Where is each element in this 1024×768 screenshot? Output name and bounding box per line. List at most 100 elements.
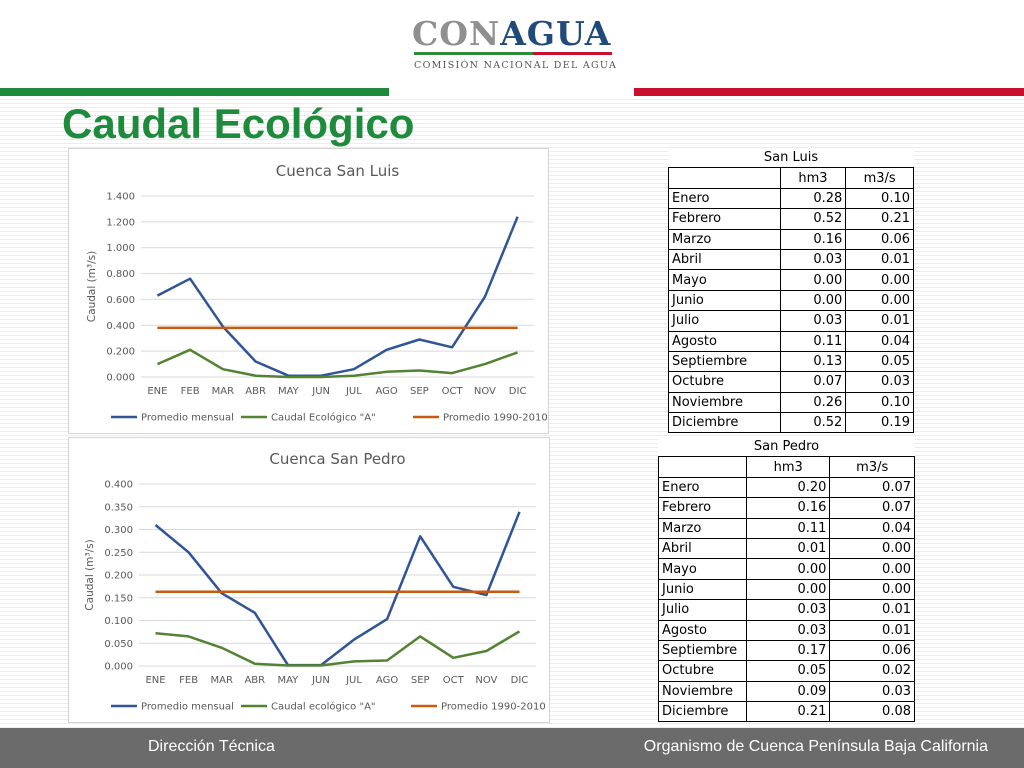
value-cell: 0.10: [845, 187, 914, 210]
month-cell: Septiembre: [668, 350, 781, 373]
month-cell: Octubre: [668, 371, 781, 393]
y-tick-label: 0.400: [104, 480, 133, 491]
value-cell: 0.07: [829, 497, 915, 519]
red-divider-bar: [634, 88, 1024, 96]
y-tick-label: 0.400: [106, 321, 135, 332]
y-tick-label: 0.600: [106, 295, 135, 306]
table-row: Febrero 0.52 0.21: [668, 208, 914, 230]
series-line-2: [156, 348, 519, 379]
x-tick-label: ABR: [245, 386, 266, 397]
value-cell: 0.07: [779, 371, 847, 393]
x-tick-label: NOV: [474, 386, 496, 397]
month-cell: Mayo: [668, 269, 781, 291]
table-row: Noviembre 0.09 0.03: [658, 680, 915, 703]
table-header-row: hm3 m3/s: [668, 167, 914, 189]
value-cell: 0.05: [845, 350, 914, 373]
value-cell: 0.00: [779, 289, 847, 312]
value-cell: 0.21: [845, 208, 914, 230]
table-title-row: San Luis: [669, 148, 914, 168]
table-header-cell: hm3: [779, 167, 847, 189]
value-cell: 0.19: [845, 412, 914, 434]
value-cell: 0.05: [745, 660, 831, 682]
month-cell: Agosto: [668, 330, 781, 352]
value-cell: 0.06: [845, 228, 914, 250]
value-cell: 0.00: [745, 558, 831, 580]
value-cell: 0.03: [829, 680, 915, 703]
month-cell: Enero: [658, 476, 747, 499]
legend-label: Promedio 1990-2010: [443, 413, 548, 424]
table-row: Marzo 0.11 0.04: [658, 517, 915, 539]
x-tick-label: SEP: [411, 675, 430, 686]
table-header-cell: [658, 456, 747, 478]
month-cell: Febrero: [668, 208, 781, 230]
month-cell: Septiembre: [658, 639, 747, 662]
x-tick-label: DIC: [509, 386, 527, 397]
table-row: Noviembre 0.26 0.10: [668, 391, 914, 414]
value-cell: 0.03: [779, 248, 847, 271]
x-tick-label: MAR: [212, 386, 234, 397]
value-cell: 0.01: [829, 619, 915, 641]
logo-subtitle: COMISIÓN NACIONAL DEL AGUA: [414, 60, 618, 71]
value-cell: 0.00: [745, 578, 831, 601]
x-tick-label: ENE: [145, 675, 165, 686]
page-title: Caudal Ecológico: [62, 100, 415, 147]
x-tick-label: MAY: [277, 675, 299, 686]
value-cell: 0.52: [779, 208, 847, 230]
table-row: Octubre 0.05 0.02: [658, 660, 915, 682]
y-tick-label: 0.200: [104, 571, 133, 582]
x-tick-label: OCT: [443, 675, 465, 686]
y-tick-label: 0.300: [104, 525, 133, 536]
x-tick-label: FEB: [179, 675, 198, 686]
table-row: Febrero 0.16 0.07: [658, 497, 915, 519]
x-tick-label: JUN: [311, 386, 330, 397]
y-tick-label: 0.150: [104, 593, 133, 604]
legend-label: Promedio 1990-2010: [441, 702, 546, 713]
logo-wordmark: CONAGUA: [412, 14, 611, 53]
x-tick-label: OCT: [442, 386, 464, 397]
table-row: Julio 0.03 0.01: [658, 599, 915, 621]
value-cell: 0.00: [829, 558, 915, 580]
y-tick-label: 1.200: [106, 217, 135, 228]
value-cell: 0.10: [845, 391, 914, 414]
table-row: Mayo 0.00 0.00: [658, 558, 915, 580]
value-cell: 0.00: [779, 269, 847, 291]
value-cell: 0.01: [829, 599, 915, 621]
legend-label: Caudal ecológico "A": [271, 701, 376, 713]
series-line-1: [156, 216, 519, 377]
table-header-row: hm3 m3/s: [658, 456, 915, 478]
table-row: Junio 0.00 0.00: [658, 578, 915, 601]
table-row: Agosto 0.11 0.04: [668, 330, 914, 352]
table-title: San Luis: [763, 150, 819, 166]
table-row: Enero 0.28 0.10: [668, 187, 914, 210]
table-row: Agosto 0.03 0.01: [658, 619, 915, 641]
y-tick-label: 0.000: [106, 373, 135, 384]
legend-label: Promedio mensual: [141, 413, 234, 424]
x-tick-label: FEB: [181, 386, 200, 397]
value-cell: 0.13: [779, 350, 847, 373]
value-cell: 0.28: [779, 187, 847, 210]
y-axis-label: Caudal (m³/s): [84, 539, 96, 610]
x-tick-label: ENE: [147, 386, 167, 397]
table-title: San Pedro: [753, 439, 820, 455]
value-cell: 0.09: [745, 680, 831, 703]
value-cell: 0.00: [829, 537, 915, 560]
x-tick-label: JUL: [345, 386, 362, 397]
value-cell: 0.01: [745, 537, 831, 560]
month-cell: Abril: [668, 248, 781, 271]
chart-title: Cuenca San Luis: [276, 162, 400, 180]
table-san-luis: San Luis hm3 m3/s Enero 0.28 0.10 Febrero 0.52 0…: [668, 148, 914, 434]
table-san-pedro: San Pedro hm3 m3/s Enero 0.20 0.07 Febrero 0.16…: [658, 437, 915, 723]
conagua-logo: CONAGUA COMISIÓN NACIONAL DEL AGUA: [412, 14, 617, 74]
footer-left-text: Dirección Técnica: [148, 738, 275, 755]
value-cell: 0.16: [745, 497, 831, 519]
value-cell: 0.11: [745, 517, 831, 539]
y-tick-label: 0.250: [104, 548, 133, 559]
value-cell: 0.00: [845, 289, 914, 312]
x-tick-label: JUL: [345, 675, 362, 686]
value-cell: 0.07: [829, 476, 915, 499]
table-row: Abril 0.03 0.01: [668, 248, 914, 271]
y-tick-label: 0.350: [104, 502, 133, 513]
month-cell: Agosto: [658, 619, 747, 641]
value-cell: 0.01: [845, 248, 914, 271]
chart-svg: Cuenca San Pedro 0.000 0.050 0.100 0.150 0.20…: [84, 450, 546, 713]
